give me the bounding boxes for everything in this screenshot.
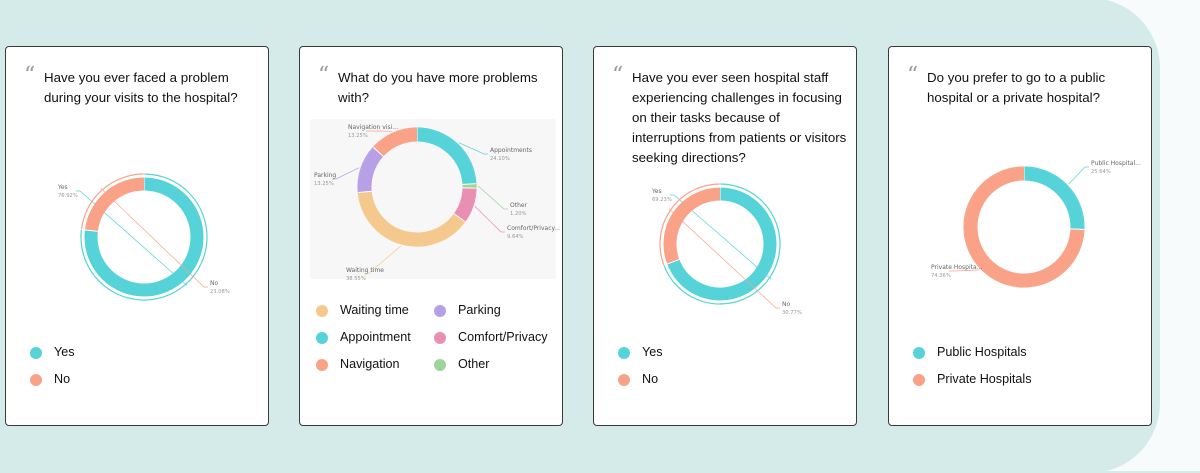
slice-value-label: 23.08%	[210, 289, 230, 295]
donut-slice[interactable]	[91, 184, 144, 231]
donut-chart: Yes 69.23% No 30.77%	[594, 47, 858, 427]
label-leader-line	[1069, 167, 1089, 184]
legend-label: Yes	[642, 345, 663, 359]
slice-label: Private Hospita...	[931, 264, 982, 271]
slice-value-label: 76.92%	[58, 193, 78, 199]
slice-value-label: 13.25%	[314, 181, 334, 187]
slice-label: Public Hospital...	[1091, 160, 1141, 167]
legend-label: Comfort/Privacy	[458, 330, 548, 344]
slice-separator	[1070, 229, 1083, 230]
slice-label: Yes	[57, 184, 68, 191]
slice-value-label: 74.36%	[931, 273, 951, 279]
legend-swatch	[434, 332, 446, 344]
slice-label: Yes	[651, 188, 662, 195]
slice-value-label: 69.23%	[652, 197, 672, 203]
slice-value-label: 24.10%	[490, 156, 510, 162]
slice-label: Other	[510, 202, 528, 209]
legend-label: Appointment	[340, 330, 411, 344]
legend-label: Waiting time	[340, 303, 409, 317]
donut-slice[interactable]	[670, 194, 720, 262]
legend-label: No	[54, 372, 70, 386]
donut-slice-outline	[81, 174, 207, 300]
slice-value-label: 38.55%	[346, 276, 366, 282]
slice-value-label: 9.64%	[507, 234, 524, 240]
slice-value-label: 30.77%	[782, 310, 802, 316]
slice-value-label: 13.25%	[348, 133, 368, 139]
slice-label: Navigation visi...	[348, 124, 398, 131]
slice-label: Appointments	[490, 147, 532, 154]
legend-swatch	[434, 359, 446, 371]
legend-swatch	[30, 374, 42, 386]
slice-label: Parking	[314, 172, 336, 179]
survey-card-3: “ Have you ever seen hospital staff expe…	[593, 46, 857, 426]
donut-chart: Yes 76.92% No 23.08%	[6, 47, 270, 427]
donut-slice[interactable]	[1024, 174, 1077, 229]
survey-card-1: “ Have you ever faced a problem during y…	[5, 46, 269, 426]
legend-label: Navigation	[340, 357, 400, 371]
legend-swatch	[316, 359, 328, 371]
legend-swatch	[316, 305, 328, 317]
slice-label: Comfort/Privacy...	[507, 225, 560, 232]
slice-label: No	[210, 280, 218, 287]
donut-slice-outline	[664, 184, 780, 304]
slice-value-label: 1.20%	[510, 211, 527, 217]
legend-label: No	[642, 372, 658, 386]
legend-label: Other	[458, 357, 490, 371]
legend-swatch	[618, 374, 630, 386]
legend-swatch	[618, 347, 630, 359]
legend-label: Yes	[54, 345, 75, 359]
legend-swatch	[30, 347, 42, 359]
survey-card-4: “ Do you prefer to go to a public hospit…	[888, 46, 1152, 426]
legend-swatch	[913, 374, 925, 386]
slice-label: Waiting time	[346, 267, 384, 274]
donut-chart: Public Hospital... 25.64% Private Hospita.…	[889, 47, 1153, 427]
legend-swatch	[913, 347, 925, 359]
legend-swatch	[434, 305, 446, 317]
slice-label: No	[782, 301, 790, 308]
legend-label: Parking	[458, 303, 501, 317]
legend-label: Private Hospitals	[937, 372, 1032, 386]
survey-card-2: “ What do you have more problems with? A…	[299, 46, 563, 426]
legend-label: Public Hospitals	[937, 345, 1027, 359]
slice-value-label: 25.64%	[1091, 169, 1111, 175]
legend-swatch	[316, 332, 328, 344]
